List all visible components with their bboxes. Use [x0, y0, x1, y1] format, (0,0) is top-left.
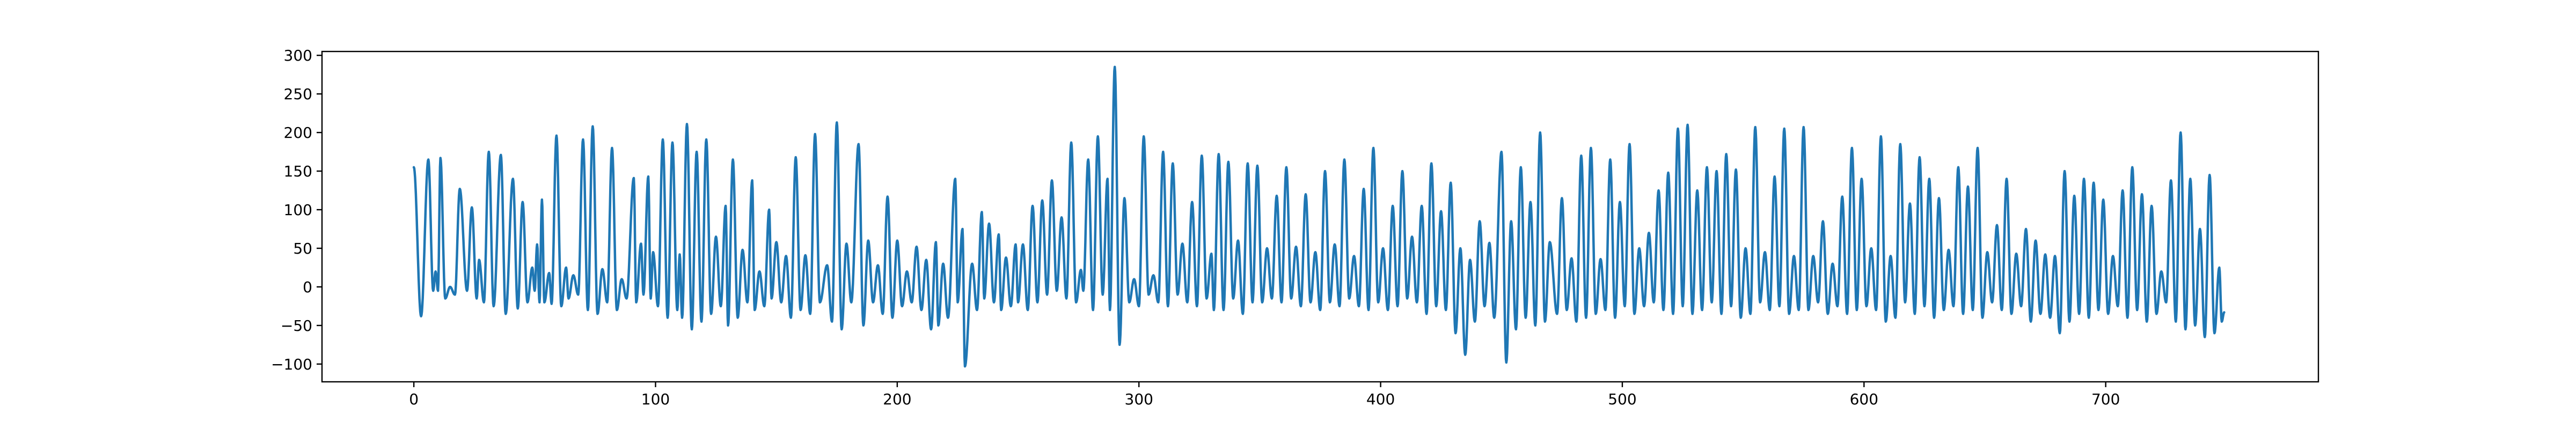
- plot-frame: [321, 50, 2319, 383]
- x-tick-label: 500: [1608, 390, 1636, 408]
- x-tick-label: 100: [641, 390, 670, 408]
- x-tick-label: 200: [883, 390, 911, 408]
- y-tick-label: 100: [284, 201, 312, 219]
- x-tick-label: 300: [1125, 390, 1153, 408]
- y-tick-label: 0: [303, 278, 312, 296]
- x-tick-label: 700: [2091, 390, 2120, 408]
- series-line: [412, 65, 2226, 368]
- y-tick-label: 300: [284, 47, 312, 64]
- y-tick-label: 200: [284, 124, 312, 142]
- x-tick-label: 600: [1850, 390, 1878, 408]
- x-axis: 0 100 200 300 400 500 600 700: [409, 382, 2120, 408]
- y-tick-label: 250: [284, 85, 312, 103]
- y-tick-label: 150: [284, 162, 312, 180]
- plot-area: [321, 50, 2319, 383]
- y-tick-label: −50: [281, 317, 312, 335]
- x-tick-label: 400: [1366, 390, 1395, 408]
- y-tick-label: 50: [293, 240, 312, 257]
- x-tick-label: 0: [409, 390, 419, 408]
- y-axis: −100 −50 0 50 100 150 200 250 300: [271, 47, 322, 373]
- y-tick-label: −100: [271, 356, 312, 373]
